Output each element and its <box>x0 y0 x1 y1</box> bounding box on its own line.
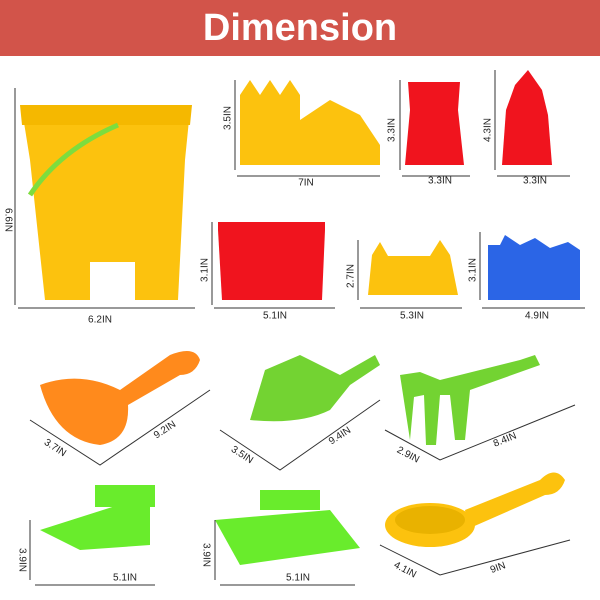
width-label: 6.2IN <box>88 315 112 326</box>
width-label: 4.9IN <box>525 311 549 322</box>
height-label: 3.5IN <box>223 106 234 130</box>
height-label: 4.3IN <box>483 118 494 142</box>
width-label: 5.1IN <box>113 573 137 584</box>
height-label: 2.7IN <box>346 264 357 288</box>
height-label: 6.6IN <box>2 208 13 232</box>
width-label: 3.3IN <box>428 176 452 187</box>
width-label: 3.3IN <box>523 176 547 187</box>
width-label: 5.1IN <box>263 311 287 322</box>
width-label: 7IN <box>298 178 314 189</box>
dimension-lines <box>14 70 585 586</box>
width-label: 9.2IN <box>152 419 178 441</box>
height-label: 3.9IN <box>200 543 211 567</box>
toys <box>20 70 580 565</box>
height-label: 3.7IN <box>42 437 68 459</box>
height-label: 3.9IN <box>16 548 27 572</box>
width-label: 8.4IN <box>492 431 518 450</box>
header-band <box>0 0 600 56</box>
height-label: 3.5IN <box>229 444 255 466</box>
height-label: 3.1IN <box>200 258 211 282</box>
height-label: 4.1IN <box>392 560 418 581</box>
height-label: 3.1IN <box>468 258 479 282</box>
width-label: 5.3IN <box>400 311 424 322</box>
title: Dimension <box>203 7 397 49</box>
height-label: 3.3IN <box>387 118 398 142</box>
width-label: 5.1IN <box>286 573 310 584</box>
width-label: 9IN <box>489 560 507 576</box>
